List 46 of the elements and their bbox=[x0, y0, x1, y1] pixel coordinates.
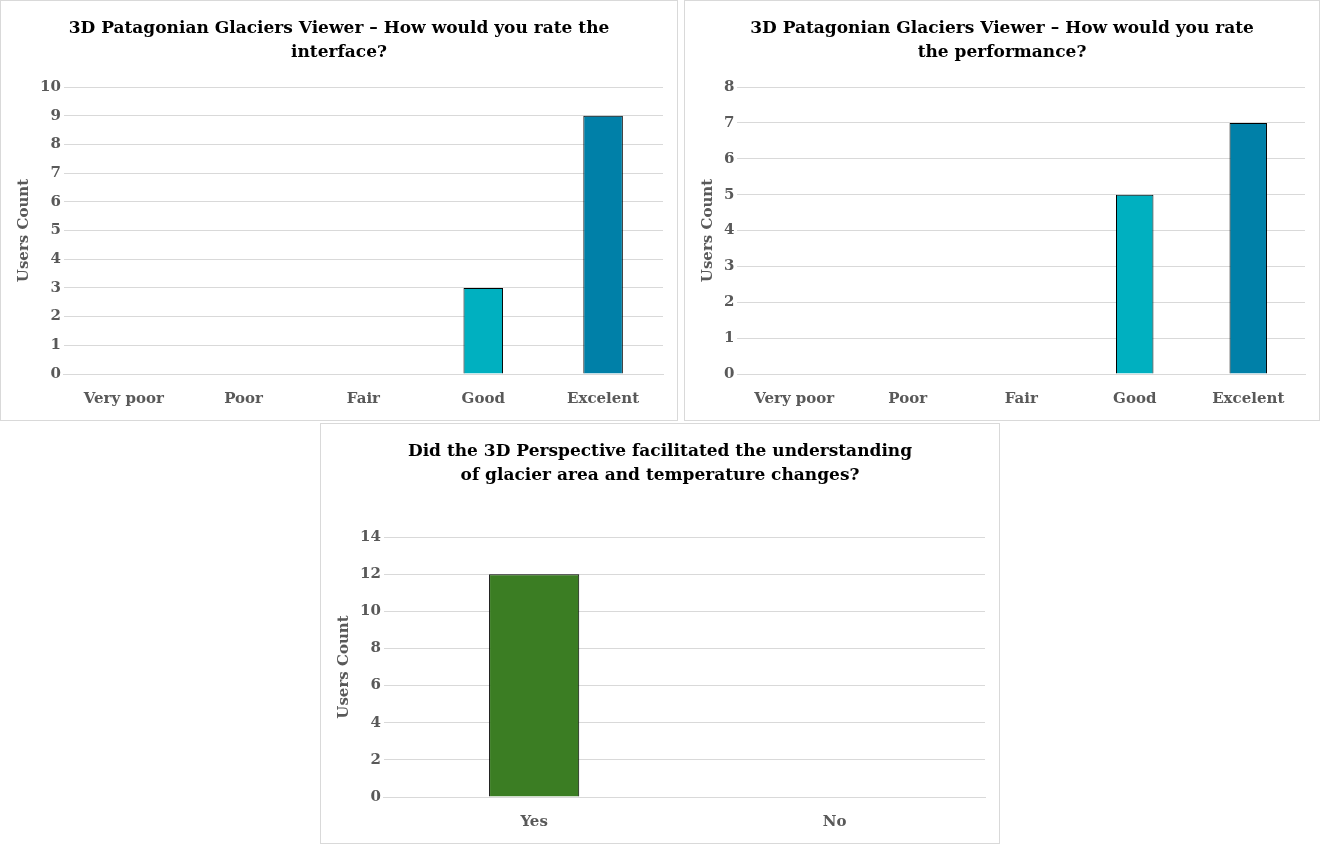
y-tick-label: 2 bbox=[50, 306, 61, 325]
chart-title: 3D Patagonian Glaciers Viewer – How would you rate the interface? bbox=[67, 16, 611, 63]
y-tick-label: 14 bbox=[360, 526, 381, 545]
x-tick-label: Good bbox=[461, 388, 506, 407]
y-tick-label: 2 bbox=[724, 292, 735, 311]
y-tick-label: 5 bbox=[50, 220, 61, 239]
x-tick-label: Poor bbox=[224, 388, 265, 407]
y-tick-label: 0 bbox=[50, 363, 61, 382]
y-tick-label: 1 bbox=[724, 328, 735, 347]
y-tick-label: 8 bbox=[370, 638, 381, 657]
y-tick-label: 6 bbox=[50, 191, 61, 210]
chart-title: Did the 3D Perspective facilitated the understanding of glacier area and temperature changes? bbox=[406, 439, 914, 486]
y-tick-label: 7 bbox=[50, 162, 61, 181]
y-tick-label: 8 bbox=[50, 134, 61, 153]
y-tick-label: 10 bbox=[40, 76, 61, 95]
y-tick-label: 12 bbox=[360, 564, 381, 583]
y-tick-label: 0 bbox=[370, 786, 381, 805]
y-tick-label: 10 bbox=[360, 601, 381, 620]
y-tick-label: 3 bbox=[50, 277, 61, 296]
x-tick-label: Fair bbox=[1004, 388, 1039, 407]
x-tick-label: Yes bbox=[519, 811, 548, 830]
y-tick-label: 4 bbox=[724, 220, 735, 239]
y-tick-label: 6 bbox=[724, 148, 735, 167]
y-axis-title: Users Count bbox=[13, 178, 32, 283]
x-tick-label: Good bbox=[1113, 388, 1157, 407]
y-tick-label: 9 bbox=[50, 105, 61, 124]
x-tick-label: Excelent bbox=[567, 388, 640, 407]
x-tick-label: Very poor bbox=[82, 388, 165, 407]
x-tick-label: Very poor bbox=[753, 388, 836, 407]
y-tick-label: 8 bbox=[724, 76, 735, 95]
y-tick-label: 5 bbox=[724, 184, 735, 203]
x-tick-label: Excelent bbox=[1212, 388, 1285, 407]
x-tick-label: Poor bbox=[888, 388, 929, 407]
y-tick-label: 4 bbox=[370, 712, 381, 731]
y-axis-title: Users Count bbox=[697, 178, 716, 283]
y-axis-title: Users Count bbox=[333, 615, 352, 719]
x-tick-label: Fair bbox=[346, 388, 382, 407]
y-tick-label: 0 bbox=[724, 363, 735, 382]
y-tick-label: 7 bbox=[724, 112, 735, 131]
y-tick-label: 2 bbox=[370, 749, 381, 768]
y-tick-label: 1 bbox=[50, 335, 61, 354]
y-tick-label: 4 bbox=[50, 249, 61, 268]
x-tick-label: No bbox=[822, 811, 847, 830]
y-tick-label: 6 bbox=[370, 675, 381, 694]
chart-title: 3D Patagonian Glaciers Viewer – How would you rate the performance? bbox=[749, 16, 1255, 63]
y-tick-label: 3 bbox=[724, 256, 735, 275]
